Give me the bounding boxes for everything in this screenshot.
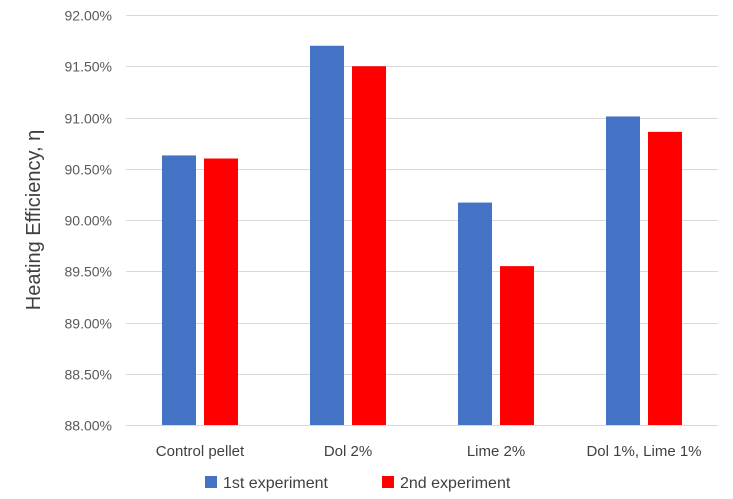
- y-tick-label: 89.50%: [65, 264, 112, 280]
- bar-1-1: [162, 155, 196, 426]
- bars: [162, 45, 682, 426]
- y-axis-tick-labels: 88.00% 88.50% 89.00% 89.50% 90.00% 90.50% 91.0…: [65, 8, 112, 434]
- legend-swatch-1: [205, 476, 217, 488]
- y-tick-label: 92.00%: [65, 8, 112, 24]
- bar-2-1: [204, 158, 238, 425]
- legend-label-2: 2nd experiment: [400, 475, 511, 492]
- bar-1-4: [606, 116, 640, 425]
- legend-label-1: 1st experiment: [223, 475, 328, 492]
- legend: 1st experiment 2nd experiment: [205, 475, 511, 492]
- bar-1-2: [310, 45, 344, 425]
- bar-1-3: [458, 202, 492, 425]
- y-tick-label: 88.50%: [65, 367, 112, 383]
- y-axis-label: Heating Efficiency, η: [23, 130, 45, 310]
- category-label: Dol 2%: [324, 443, 372, 460]
- category-label: Lime 2%: [467, 443, 525, 460]
- legend-swatch-2: [382, 476, 394, 488]
- bar-2-4: [648, 131, 682, 425]
- category-label: Control pellet: [156, 443, 245, 460]
- y-tick-label: 88.00%: [65, 418, 112, 434]
- category-label: Dol 1%, Lime 1%: [586, 443, 701, 460]
- bar-2-3: [500, 266, 534, 425]
- y-tick-label: 91.00%: [65, 111, 112, 127]
- y-tick-label: 91.50%: [65, 59, 112, 75]
- bar-2-2: [352, 66, 386, 425]
- x-axis-category-labels: Control pellet Dol 2% Lime 2% Dol 1%, Lime …: [156, 443, 702, 460]
- y-tick-label: 90.50%: [65, 162, 112, 178]
- y-tick-label: 90.00%: [65, 213, 112, 229]
- y-tick-label: 89.00%: [65, 316, 112, 332]
